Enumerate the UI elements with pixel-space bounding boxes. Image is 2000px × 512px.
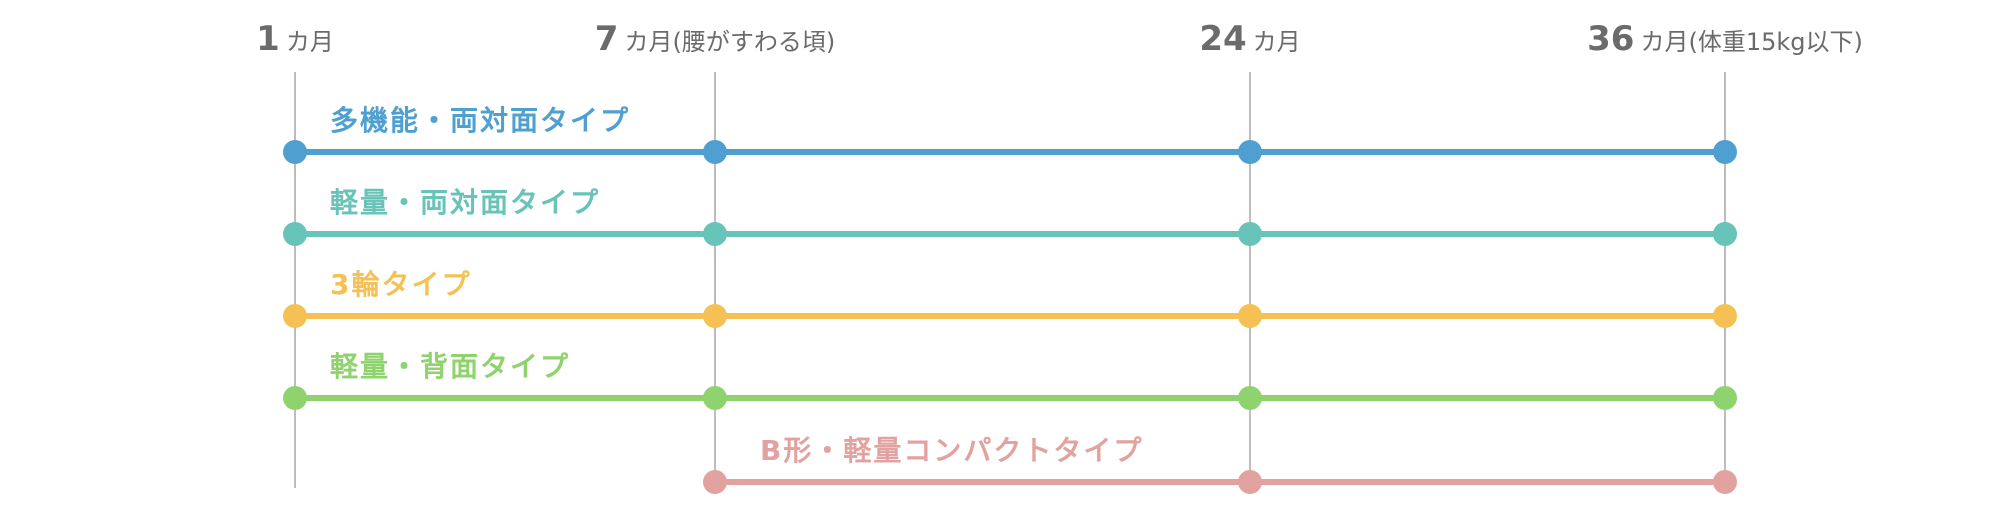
milestone-unit: カ月: [286, 28, 334, 56]
milestone-number: 7: [595, 19, 619, 59]
row-milestone-dot: [283, 386, 307, 410]
stroller-type-row: 軽量・両対面タイプ: [283, 186, 1737, 246]
row-label: 多機能・両対面タイプ: [330, 104, 630, 137]
milestone-label: 36 カ月(体重15kg以下): [1587, 19, 1863, 59]
milestone-number: 1: [256, 19, 280, 59]
row-milestone-dot: [1713, 222, 1737, 246]
row-milestone-dot: [703, 140, 727, 164]
row-milestone-dot: [1238, 386, 1262, 410]
milestone-headers: 1 カ月 7 カ月(腰がすわる頃) 24 カ月 36 カ月(体重15kg以下): [256, 19, 1863, 59]
row-milestone-dot: [703, 470, 727, 494]
row-label: 3輪タイプ: [330, 268, 471, 301]
row-milestone-dot: [703, 304, 727, 328]
stroller-type-row: 3輪タイプ: [283, 268, 1737, 328]
row-milestone-dot: [283, 304, 307, 328]
milestone-unit: カ月(体重15kg以下): [1640, 28, 1862, 56]
row-milestone-dot: [1238, 304, 1262, 328]
row-label: 軽量・両対面タイプ: [330, 186, 600, 219]
row-label: 軽量・背面タイプ: [330, 350, 570, 383]
row-milestone-dot: [283, 140, 307, 164]
row-milestone-dot: [1238, 140, 1262, 164]
milestone-number: 36: [1587, 19, 1634, 59]
row-milestone-dot: [1713, 386, 1737, 410]
row-milestone-dot: [1713, 470, 1737, 494]
row-milestone-dot: [1238, 470, 1262, 494]
row-milestone-dot: [703, 386, 727, 410]
row-milestone-dot: [1713, 140, 1737, 164]
milestone-label: 24 カ月: [1199, 19, 1300, 59]
stroller-type-row: 軽量・背面タイプ: [283, 350, 1737, 410]
milestone-unit: カ月: [1253, 28, 1301, 56]
stroller-type-row: B形・軽量コンパクトタイプ: [703, 434, 1737, 494]
row-milestone-dot: [703, 222, 727, 246]
milestone-label: 7 カ月(腰がすわる頃): [595, 19, 835, 59]
milestone-number: 24: [1199, 19, 1246, 59]
milestone-unit: カ月(腰がすわる頃): [624, 28, 835, 56]
row-milestone-dot: [1238, 222, 1262, 246]
row-milestone-dot: [283, 222, 307, 246]
stroller-type-row: 多機能・両対面タイプ: [283, 104, 1737, 164]
milestone-label: 1 カ月: [256, 19, 334, 59]
row-label: B形・軽量コンパクトタイプ: [760, 434, 1143, 467]
row-milestone-dot: [1713, 304, 1737, 328]
